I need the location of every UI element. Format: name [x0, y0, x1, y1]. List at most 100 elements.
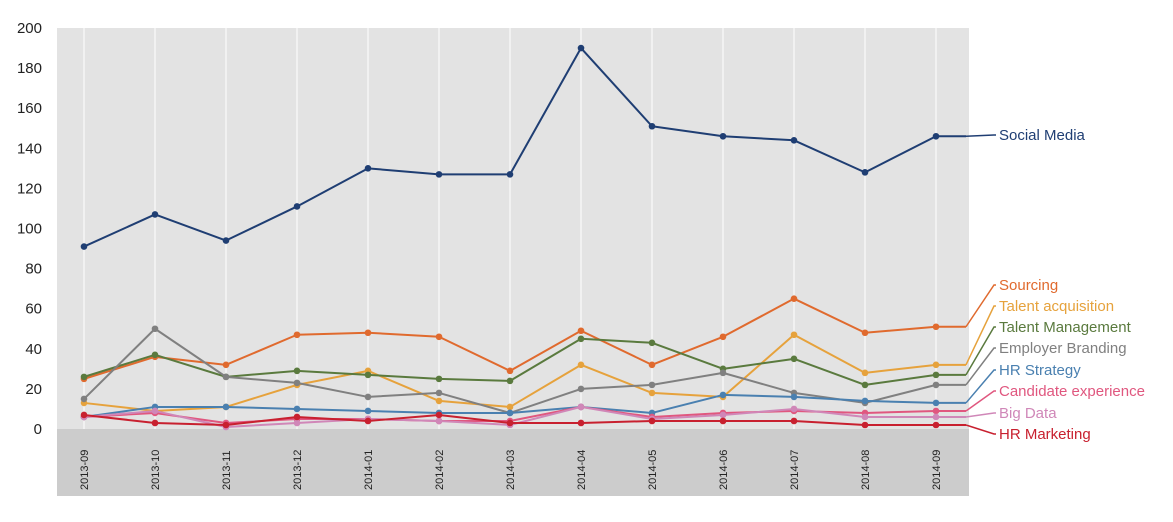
data-point-candidate-experience — [932, 407, 940, 415]
data-point-hr-marketing — [648, 417, 656, 425]
data-point-sourcing — [861, 329, 869, 337]
series-lines — [80, 44, 966, 431]
data-point-hr-marketing — [506, 419, 514, 427]
data-point-hr-strategy — [790, 393, 798, 401]
legend-label-talent-acquisition: Talent acquisition — [999, 298, 1114, 315]
data-point-hr-marketing — [151, 419, 159, 427]
data-point-social-media — [719, 132, 727, 140]
data-point-social-media — [932, 132, 940, 140]
x-tick-label: 2013-10 — [150, 450, 162, 490]
data-point-employer-branding — [364, 393, 372, 401]
legend-label-hr-marketing: HR Marketing — [999, 426, 1091, 443]
data-point-employer-branding — [80, 395, 88, 403]
data-point-big-data — [790, 405, 798, 413]
y-tick-label: 40 — [25, 341, 42, 358]
data-point-sourcing — [719, 333, 727, 341]
data-point-social-media — [648, 122, 656, 130]
y-tick-label: 120 — [17, 180, 42, 197]
y-tick-label: 140 — [17, 140, 42, 157]
data-point-sourcing — [222, 361, 230, 369]
data-point-employer-branding — [222, 373, 230, 381]
data-point-social-media — [506, 171, 514, 178]
data-point-big-data — [435, 417, 443, 425]
y-tick-label: 200 — [17, 20, 42, 37]
x-tick-label: 2014-01 — [363, 450, 375, 490]
data-point-hr-marketing — [719, 417, 727, 425]
data-point-social-media — [222, 237, 230, 244]
data-point-hr-strategy — [932, 399, 940, 407]
legend-label-sourcing: Sourcing — [999, 277, 1058, 294]
data-point-sourcing — [506, 367, 514, 375]
y-tick-label: 180 — [17, 60, 42, 77]
legend-connector-big-data — [965, 412, 996, 418]
data-point-talent-management — [80, 373, 88, 381]
data-point-hr-marketing — [790, 417, 798, 425]
x-tick-label: 2014-09 — [931, 450, 943, 490]
y-tick-label: 60 — [25, 301, 42, 318]
data-point-hr-marketing — [435, 411, 443, 419]
data-point-hr-marketing — [861, 421, 869, 429]
data-point-big-data — [577, 403, 585, 411]
data-point-talent-acquisition — [790, 331, 798, 339]
data-point-hr-strategy — [222, 403, 230, 411]
data-point-hr-marketing — [932, 421, 940, 429]
data-point-hr-strategy — [861, 397, 869, 405]
data-point-social-media — [790, 136, 798, 144]
legend-label-employer-branding: Employer Branding — [999, 340, 1127, 357]
data-point-employer-branding — [719, 369, 727, 377]
data-point-hr-strategy — [293, 405, 301, 413]
data-point-talent-acquisition — [435, 397, 443, 405]
data-point-big-data — [151, 407, 159, 415]
data-point-employer-branding — [932, 381, 940, 389]
legend-connector-candidate-experience — [965, 390, 996, 412]
y-axis-ticks: 0 20 40 60 80 100 120 140 160 180 200 — [17, 20, 42, 438]
data-point-employer-branding — [577, 385, 585, 393]
x-tick-label: 2014-05 — [647, 450, 659, 490]
data-point-talent-management — [861, 381, 869, 389]
y-tick-label: 160 — [17, 100, 42, 117]
data-point-hr-strategy — [719, 391, 727, 399]
legend-connector-social-media — [965, 134, 996, 138]
x-tick-label: 2014-04 — [576, 450, 588, 490]
y-tick-label: 20 — [25, 381, 42, 398]
x-axis-ticks: 2013-09 2013-10 2013-11 2013-12 2014-01 2014-… — [79, 450, 943, 490]
x-tick-label: 2013-09 — [79, 450, 91, 490]
data-point-talent-management — [790, 355, 798, 363]
x-tick-label: 2014-08 — [860, 450, 872, 490]
y-tick-label: 0 — [34, 421, 42, 438]
data-point-talent-management — [932, 371, 940, 379]
data-point-talent-management — [648, 339, 656, 347]
data-point-sourcing — [577, 327, 585, 335]
data-point-sourcing — [364, 329, 372, 337]
data-point-social-media — [435, 171, 443, 178]
data-point-social-media — [151, 211, 159, 218]
x-tick-label: 2013-12 — [292, 450, 304, 490]
y-tick-label: 100 — [17, 221, 42, 238]
data-point-hr-marketing — [364, 417, 372, 425]
x-tick-label: 2014-06 — [718, 450, 730, 490]
data-point-talent-acquisition — [648, 389, 656, 397]
data-point-talent-management — [364, 371, 372, 379]
x-tick-label: 2013-11 — [221, 450, 233, 490]
data-point-sourcing — [790, 295, 798, 302]
data-point-sourcing — [648, 361, 656, 369]
data-point-social-media — [577, 44, 585, 52]
data-point-talent-management — [577, 335, 585, 343]
legend-label-hr-strategy: HR Strategy — [999, 362, 1081, 379]
legend-label-candidate-experience: Candidate experience — [999, 383, 1145, 400]
data-point-social-media — [80, 243, 88, 250]
x-tick-label: 2014-07 — [789, 450, 801, 490]
data-point-employer-branding — [648, 381, 656, 389]
y-tick-label: 80 — [25, 261, 42, 278]
data-point-hr-strategy — [506, 409, 514, 417]
data-point-talent-acquisition — [577, 361, 585, 369]
data-point-employer-branding — [151, 325, 159, 333]
legend-connector-talent-management — [965, 326, 996, 376]
legend: Social Media Sourcing Talent acquisition Ta… — [965, 127, 1145, 443]
data-point-big-data — [861, 413, 869, 421]
data-point-big-data — [293, 419, 301, 427]
legend-label-big-data: Big Data — [999, 405, 1057, 422]
x-axis-band — [57, 429, 969, 496]
legend-connector-sourcing — [965, 284, 996, 328]
